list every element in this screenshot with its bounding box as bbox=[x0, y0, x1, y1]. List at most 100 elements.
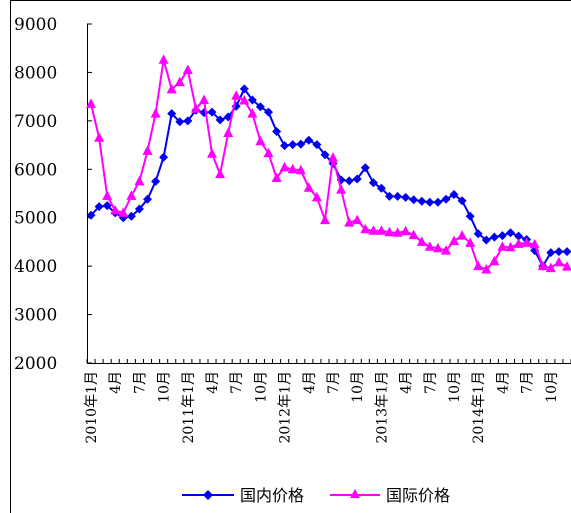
data-point[interactable] bbox=[94, 132, 105, 142]
data-point[interactable] bbox=[175, 117, 185, 127]
data-point[interactable] bbox=[392, 227, 403, 237]
data-point[interactable] bbox=[239, 84, 249, 94]
data-point[interactable] bbox=[159, 152, 169, 162]
data-point[interactable] bbox=[287, 163, 298, 174]
data-point[interactable] bbox=[174, 76, 185, 87]
data-point[interactable] bbox=[247, 95, 257, 105]
data-point[interactable] bbox=[409, 195, 419, 205]
data-point[interactable] bbox=[497, 231, 507, 241]
data-point[interactable] bbox=[562, 247, 571, 257]
data-point[interactable] bbox=[295, 164, 306, 175]
data-point[interactable] bbox=[457, 230, 468, 240]
data-point[interactable] bbox=[94, 202, 104, 212]
data-point[interactable] bbox=[336, 184, 347, 194]
data-point[interactable] bbox=[360, 223, 371, 234]
data-point[interactable] bbox=[344, 217, 355, 227]
data-point[interactable] bbox=[400, 225, 411, 236]
data-point[interactable] bbox=[344, 176, 354, 186]
data-point[interactable] bbox=[126, 211, 136, 221]
data-point[interactable] bbox=[441, 194, 451, 204]
legend-item-international[interactable]: 国际价格 bbox=[330, 486, 450, 505]
data-point[interactable] bbox=[368, 225, 379, 235]
data-point[interactable] bbox=[545, 262, 556, 273]
data-point[interactable] bbox=[481, 264, 492, 274]
data-point[interactable] bbox=[489, 255, 500, 266]
data-point[interactable] bbox=[408, 229, 419, 240]
data-point[interactable] bbox=[514, 231, 524, 241]
data-point[interactable] bbox=[465, 211, 475, 221]
data-point[interactable] bbox=[255, 135, 266, 146]
data-point[interactable] bbox=[417, 196, 427, 206]
data-point[interactable] bbox=[190, 103, 201, 113]
data-point[interactable] bbox=[368, 178, 378, 188]
data-point[interactable] bbox=[449, 190, 459, 199]
data-point[interactable] bbox=[360, 163, 370, 173]
data-point[interactable] bbox=[416, 236, 427, 246]
data-point[interactable] bbox=[207, 107, 217, 117]
data-point[interactable] bbox=[231, 90, 242, 100]
data-point[interactable] bbox=[183, 116, 193, 126]
data-point[interactable] bbox=[473, 229, 483, 239]
data-point[interactable] bbox=[473, 260, 484, 271]
data-point[interactable] bbox=[481, 235, 491, 245]
data-point[interactable] bbox=[441, 245, 451, 255]
data-point[interactable] bbox=[537, 260, 548, 271]
data-point[interactable] bbox=[223, 127, 234, 138]
data-point[interactable] bbox=[497, 241, 508, 251]
data-point[interactable] bbox=[432, 242, 443, 253]
data-point[interactable] bbox=[150, 108, 161, 118]
data-point[interactable] bbox=[263, 147, 274, 158]
data-point[interactable] bbox=[352, 214, 363, 225]
data-point[interactable] bbox=[393, 191, 403, 201]
data-point[interactable] bbox=[247, 108, 258, 118]
data-point[interactable] bbox=[207, 148, 217, 158]
data-point[interactable] bbox=[465, 237, 476, 247]
data-point[interactable] bbox=[264, 107, 273, 117]
data-point[interactable] bbox=[546, 248, 556, 258]
data-point[interactable] bbox=[303, 182, 314, 192]
data-point[interactable] bbox=[553, 256, 564, 267]
data-point[interactable] bbox=[86, 210, 96, 220]
data-point[interactable] bbox=[134, 204, 144, 214]
data-point[interactable] bbox=[311, 191, 322, 202]
data-point[interactable] bbox=[489, 232, 499, 242]
data-point[interactable] bbox=[182, 64, 193, 75]
data-point[interactable] bbox=[457, 196, 467, 206]
data-point[interactable] bbox=[239, 95, 250, 105]
data-point[interactable] bbox=[521, 237, 532, 247]
data-point[interactable] bbox=[279, 161, 290, 172]
data-point[interactable] bbox=[376, 225, 387, 235]
data-point[interactable] bbox=[102, 190, 113, 200]
data-point[interactable] bbox=[328, 152, 338, 162]
data-point[interactable] bbox=[384, 226, 395, 237]
data-point[interactable] bbox=[425, 197, 435, 207]
data-point[interactable] bbox=[280, 141, 290, 151]
data-point[interactable] bbox=[296, 139, 306, 149]
data-point[interactable] bbox=[320, 150, 330, 160]
data-point[interactable] bbox=[401, 192, 411, 202]
data-point[interactable] bbox=[385, 191, 394, 201]
data-point[interactable] bbox=[102, 201, 112, 211]
data-point[interactable] bbox=[134, 175, 145, 186]
data-point[interactable] bbox=[304, 135, 314, 145]
data-point[interactable] bbox=[158, 54, 169, 64]
data-point[interactable] bbox=[255, 102, 265, 112]
data-point[interactable] bbox=[215, 115, 225, 125]
data-point[interactable] bbox=[376, 183, 386, 193]
data-point[interactable] bbox=[143, 194, 152, 204]
data-point[interactable] bbox=[562, 261, 571, 271]
data-point[interactable] bbox=[513, 238, 524, 248]
data-point[interactable] bbox=[118, 207, 129, 217]
data-point[interactable] bbox=[449, 235, 459, 246]
legend-item-domestic[interactable]: 国内价格 bbox=[182, 486, 304, 505]
data-point[interactable] bbox=[320, 214, 330, 225]
data-point[interactable] bbox=[126, 190, 137, 200]
data-point[interactable] bbox=[166, 83, 177, 94]
data-point[interactable] bbox=[529, 238, 540, 249]
data-point[interactable] bbox=[288, 140, 298, 150]
data-point[interactable] bbox=[312, 140, 322, 150]
data-point[interactable] bbox=[424, 241, 435, 251]
data-point[interactable] bbox=[142, 145, 153, 155]
data-point[interactable] bbox=[199, 94, 209, 105]
data-point[interactable] bbox=[151, 176, 161, 186]
